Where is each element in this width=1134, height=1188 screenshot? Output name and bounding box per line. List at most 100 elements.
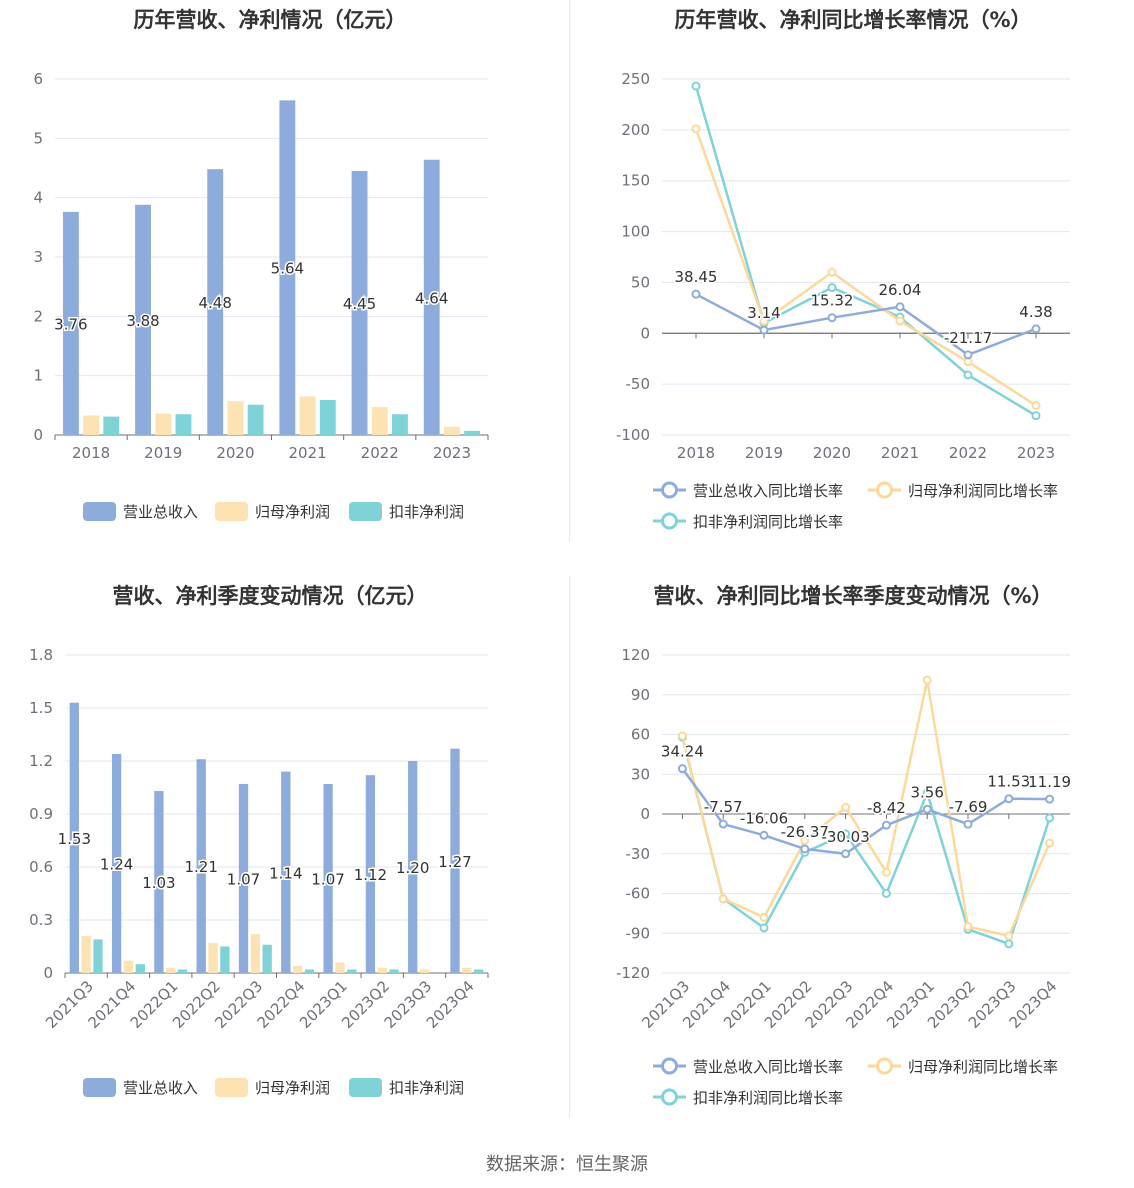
- data-source: 数据来源：恒生聚源: [486, 1154, 648, 1175]
- y-tick-label: 0.3: [29, 911, 53, 929]
- bar-3-2023Q2: [389, 969, 399, 973]
- quarterly-amounts-title: 营收、净利季度变动情况（亿元）: [113, 584, 428, 608]
- bar-2-2023Q2: [377, 967, 387, 973]
- x-tick-label: 2019: [745, 444, 783, 462]
- legend-label-2: 归母净利润: [255, 503, 330, 521]
- series-point-2-2023: [1031, 401, 1041, 411]
- bar-3-2018: [103, 416, 120, 435]
- bar-3-2020: [247, 404, 264, 435]
- series-point-2-2020: [827, 267, 837, 277]
- y-tick-label: 0.9: [29, 805, 53, 823]
- bar-value-label: 3.76: [54, 315, 87, 333]
- x-tick-label: 2021: [881, 444, 919, 462]
- x-tick-label: 2018: [677, 444, 715, 462]
- point-value-label: -30.03: [821, 828, 869, 846]
- point-value-label: -26.37: [781, 823, 829, 841]
- series-point-2-2022Q3: [841, 802, 851, 812]
- bar-1-2022: [351, 170, 368, 435]
- bar-value-label: 1.20: [396, 859, 429, 877]
- series-point-2-2019: [759, 316, 769, 326]
- series-point-2-2023Q4: [1045, 838, 1055, 848]
- x-tick-label: 2023: [1017, 444, 1055, 462]
- quarterly-revenue-profit-chart: 营收、净利季度变动情况（亿元） 0 0.3 0.6 0.9 1.2 1.5 1.8 2021Q3…: [0, 576, 567, 1136]
- bar-value-label: 4.48: [199, 294, 232, 312]
- bar-value-label: 1.24: [100, 855, 133, 873]
- series-point-3-2020: [827, 283, 837, 293]
- y-tick-label: 30: [631, 765, 650, 783]
- bar-3-2022Q4: [304, 969, 315, 973]
- point-value-label: 4.38: [1019, 303, 1052, 321]
- point-value-label: -7.57: [704, 798, 743, 816]
- point-value-label: 15.32: [811, 292, 854, 310]
- legend-label-2: 归母净利润: [255, 1079, 330, 1097]
- point-value-label: -21.17: [944, 329, 992, 347]
- bar-3-2023: [464, 430, 481, 435]
- series-point-1-2022Q3: [841, 849, 851, 859]
- series-point-3-2023Q3: [1004, 939, 1014, 949]
- legend-swatch-2: [215, 502, 248, 521]
- bar-1-2023Q2: [365, 775, 376, 973]
- legend-marker-1: [661, 481, 678, 499]
- series-line-2: [694, 128, 1037, 407]
- y-tick-label: 1.5: [29, 699, 53, 717]
- bar-3-2023Q1: [347, 969, 357, 973]
- bar-value-label: 5.64: [271, 260, 304, 278]
- series-point-1-2022Q1: [759, 830, 769, 840]
- point-value-label: 3.56: [910, 783, 943, 801]
- legend-swatch-3: [349, 1078, 382, 1097]
- series-point-2-2023Q1: [922, 675, 932, 685]
- series-point-3-2023Q4: [1045, 813, 1055, 823]
- bar-3-2022Q3: [262, 944, 272, 973]
- point-value-label: 34.24: [661, 743, 704, 761]
- annual-growth-rate-chart: 历年营收、净利同比增长率情况（%） -100 -50 0 50 100 150 200 250 2…: [567, 0, 1134, 560]
- point-value-label: 38.45: [675, 268, 718, 286]
- series-point-1-2023Q4: [1045, 794, 1055, 804]
- bar-2-2022: [371, 407, 388, 435]
- series-point-1-2021Q3: [677, 764, 687, 774]
- bar-1-2022Q2: [196, 759, 206, 973]
- bar-1-2020: [207, 169, 224, 436]
- series-point-3-2022: [963, 370, 973, 380]
- series-point-1-2022: [963, 350, 973, 360]
- annual-growth-rate-svg: 历年营收、净利同比增长率情况（%） -100 -50 0 50 100 150 200 250 2…: [616, 8, 1070, 531]
- y-tick-label: 1.8: [29, 646, 53, 664]
- bar-1-2019: [135, 204, 151, 435]
- series-point-1-2018: [691, 289, 701, 299]
- series-point-1-2023Q3: [1004, 794, 1014, 804]
- bar-3-2022: [392, 414, 408, 435]
- bar-1-2023Q4: [450, 748, 460, 973]
- bar-3-2019: [175, 414, 192, 435]
- series-line-1: [695, 293, 1037, 357]
- vertical-divider-bottom: [569, 576, 570, 1118]
- bar-1-2023: [423, 159, 440, 435]
- bar-value-label: 1.07: [227, 870, 260, 888]
- quarterly-growth-rate-chart: 营收、净利同比增长率季度变动情况（%） -120 -90 -60 -30 0 30 60 90 1…: [567, 576, 1134, 1136]
- point-value-label: 11.19: [1028, 773, 1071, 791]
- y-tick-label: 200: [621, 121, 650, 139]
- y-tick-label: 4: [33, 189, 43, 207]
- y-tick-label: -100: [616, 426, 650, 444]
- bar-value-label: 4.64: [415, 289, 448, 307]
- series-point-2-2023Q3: [1004, 931, 1014, 941]
- bar-value-label: 1.14: [269, 864, 302, 882]
- annual-amounts-title: 历年营收、净利情况（亿元）: [134, 8, 407, 32]
- x-tick-label: 2020: [813, 444, 851, 462]
- series-point-3-2023: [1031, 411, 1041, 421]
- bar-2-2022Q4: [292, 965, 303, 973]
- annual-growth-title: 历年营收、净利同比增长率情况（%）: [674, 8, 1031, 32]
- y-tick-label: 6: [33, 70, 43, 88]
- point-value-label: 3.14: [747, 304, 780, 322]
- y-tick-label: 150: [621, 172, 650, 190]
- bar-1-2022Q1: [154, 791, 164, 973]
- y-tick-label: -50: [626, 375, 651, 393]
- y-tick-label: 1.2: [29, 752, 53, 770]
- legend-marker-2: [876, 1057, 893, 1075]
- bar-1-2021: [279, 100, 296, 436]
- legend-swatch-1: [83, 1078, 116, 1097]
- series-line-3: [694, 85, 1037, 417]
- y-tick-label: 0: [640, 324, 650, 342]
- y-tick-label: -30: [626, 845, 651, 863]
- legend-label-1: 营业总收入: [123, 503, 198, 521]
- legend-marker-2: [876, 481, 893, 499]
- legend-label-1: 营业总收入同比增长率: [693, 482, 843, 500]
